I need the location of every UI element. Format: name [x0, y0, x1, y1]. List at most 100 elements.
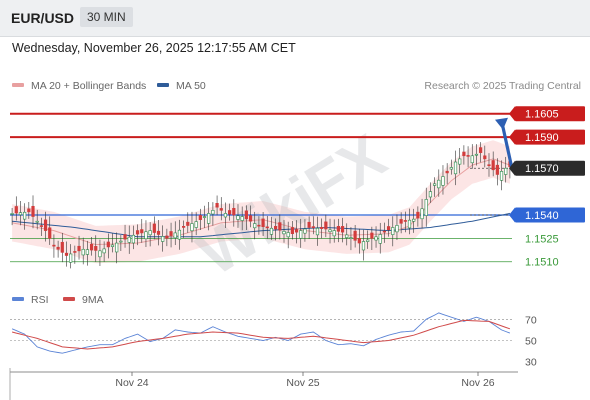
price-label-text: 1.1570 [525, 163, 559, 175]
candle-body [324, 221, 328, 230]
candle-body [428, 191, 433, 198]
candle-body [462, 151, 466, 157]
candle-body [315, 227, 320, 236]
candle [504, 156, 508, 183]
candle-body [35, 220, 39, 223]
candle [499, 160, 504, 191]
candle-body [14, 206, 18, 214]
candle [244, 205, 248, 231]
candle-body [115, 242, 119, 253]
legend-rsi: RSI [12, 294, 49, 306]
candle [240, 206, 244, 231]
candle-body [127, 236, 131, 243]
legend-ma20: MA 20 + Bollinger Bands [12, 80, 146, 92]
price-label-text: 1.1540 [525, 210, 559, 222]
candle-body [77, 245, 81, 252]
candle [320, 218, 324, 239]
candle [386, 218, 391, 237]
candle-body [48, 227, 52, 239]
candle [294, 220, 299, 244]
candle [186, 212, 190, 233]
candle-body [39, 225, 43, 227]
candle-body [144, 231, 148, 240]
rsi-swatch [12, 297, 24, 302]
candle [269, 216, 274, 240]
candle-body [186, 221, 190, 226]
candle-body [479, 147, 483, 153]
candle-body [311, 226, 315, 229]
candle [253, 211, 257, 240]
candle [207, 201, 211, 231]
chart-timestamp: Wednesday, November 26, 2025 12:17:55 AM… [12, 41, 296, 55]
price-label-box [515, 207, 585, 223]
candle [407, 208, 412, 235]
candle [458, 148, 462, 174]
candle-body [474, 153, 479, 156]
candle [483, 145, 487, 168]
candle-body [18, 212, 23, 216]
candle-body [94, 246, 98, 251]
candle [382, 222, 386, 243]
candle-body [261, 218, 265, 227]
candle [470, 144, 474, 169]
candle [374, 226, 378, 248]
candle [106, 233, 110, 259]
candle-body [441, 176, 445, 186]
rsi-ma9-line [11, 319, 511, 350]
price-label-pointer [509, 129, 515, 145]
candle-body [89, 243, 94, 251]
price-label-box [515, 129, 585, 145]
candle [144, 220, 148, 248]
candle [14, 196, 18, 221]
candle-body [349, 237, 353, 239]
candle [248, 205, 253, 228]
candle [370, 226, 374, 251]
candle [424, 187, 428, 227]
candle [479, 142, 483, 163]
candle-body [386, 226, 391, 231]
candle [64, 241, 69, 267]
price-label-text: 1.1605 [525, 109, 559, 121]
candle-body [85, 249, 89, 255]
candle-body [487, 164, 491, 167]
chart-header: EUR/USD 30 MIN [0, 0, 590, 37]
candle [69, 244, 73, 269]
candle-body [182, 226, 186, 228]
candle-body [43, 219, 48, 231]
candle [215, 195, 219, 216]
candle-body [278, 222, 282, 231]
candle-body [491, 160, 495, 171]
candle [328, 218, 332, 244]
candle [48, 216, 52, 245]
candle-body [190, 223, 194, 232]
candle [265, 215, 269, 239]
candle [232, 199, 236, 227]
candle [39, 217, 43, 236]
candle [445, 163, 449, 185]
candle [127, 225, 131, 254]
candle-body [336, 226, 340, 232]
currency-pair-title: EUR/USD [11, 10, 75, 26]
candle-body [248, 215, 253, 222]
rsi-tick-30: 30 [525, 357, 537, 369]
candle-body [194, 221, 198, 228]
candle-body [332, 230, 336, 237]
ma50-legend-label: MA 50 [176, 80, 206, 92]
candle [412, 208, 416, 233]
candle-body [98, 250, 102, 258]
candle [119, 234, 123, 252]
candle [357, 228, 361, 254]
candle [416, 206, 420, 227]
candle-body [161, 236, 165, 242]
ma20-legend-label: MA 20 + Bollinger Bands [31, 80, 147, 92]
candle-body [274, 225, 278, 230]
candle-body [60, 241, 64, 253]
candle [340, 217, 345, 243]
timeframe-button[interactable]: 30 MIN [80, 7, 133, 27]
candle-body [412, 218, 416, 222]
ma9-legend-label: 9MA [82, 294, 104, 306]
candle [110, 233, 115, 253]
candle-body [135, 230, 140, 235]
candle [135, 224, 140, 246]
candle [278, 214, 282, 240]
